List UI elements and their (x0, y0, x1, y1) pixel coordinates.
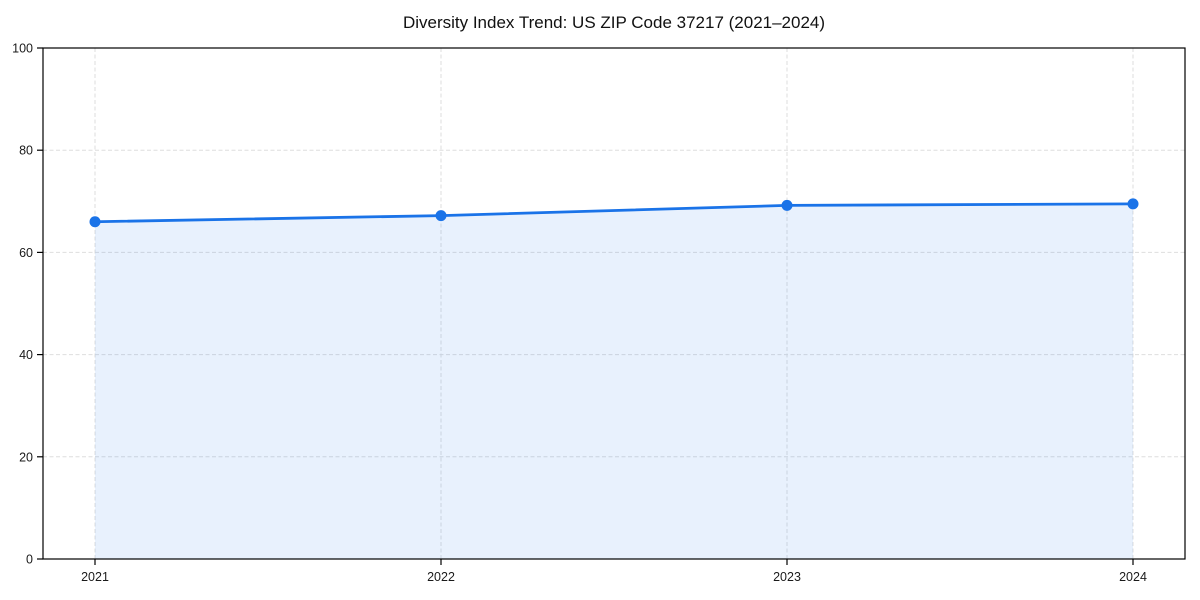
trend-line (93, 202, 1135, 224)
y-tick-label: 40 (19, 348, 33, 362)
y-tick-label: 100 (12, 42, 33, 56)
x-tick-label: 2022 (427, 570, 455, 584)
y-tick-label: 80 (19, 144, 33, 158)
data-point-2021 (89, 216, 101, 228)
y-tick-label: 60 (19, 246, 33, 260)
data-point-2023 (781, 199, 793, 211)
chart-title: Diversity Index Trend: US ZIP Code 37217… (402, 13, 826, 32)
x-tick-label: 2021 (81, 570, 109, 584)
data-point-2022 (435, 210, 447, 222)
y-tick-label: 20 (19, 450, 33, 464)
area-fill (95, 203, 1133, 560)
y-tick-label: 0 (26, 553, 33, 567)
data-point-2024 (1127, 198, 1139, 210)
plot-border (42, 47, 1186, 560)
x-tick-label: 2024 (1119, 570, 1147, 584)
x-tick-label: 2023 (773, 570, 801, 584)
